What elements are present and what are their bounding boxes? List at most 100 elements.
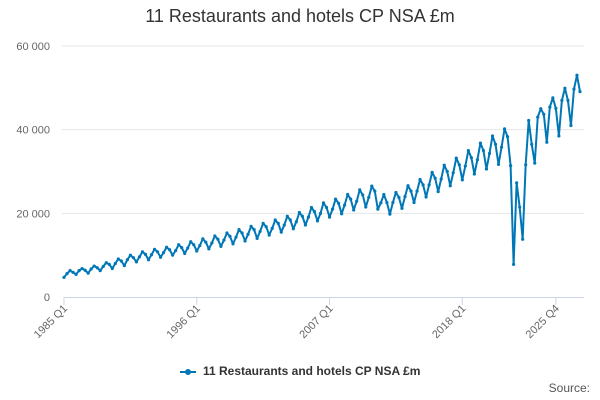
data-point[interactable] [463, 164, 467, 168]
data-point[interactable] [536, 115, 540, 119]
data-point[interactable] [122, 264, 126, 268]
data-point[interactable] [192, 243, 196, 247]
data-point[interactable] [216, 237, 220, 241]
data-point[interactable] [110, 266, 114, 271]
data-point[interactable] [379, 201, 383, 205]
data-point[interactable] [448, 184, 452, 188]
data-point[interactable] [125, 258, 129, 262]
data-point[interactable] [152, 247, 157, 251]
data-point[interactable] [554, 106, 558, 110]
data-point[interactable] [183, 251, 187, 256]
data-point[interactable] [484, 167, 489, 171]
data-point[interactable] [394, 190, 398, 195]
data-point[interactable] [306, 215, 311, 219]
data-point[interactable] [358, 188, 362, 192]
data-point[interactable] [264, 225, 268, 229]
data-point[interactable] [361, 193, 365, 197]
data-point[interactable] [542, 112, 546, 116]
data-point[interactable] [327, 215, 332, 219]
data-point[interactable] [258, 229, 262, 233]
data-point[interactable] [300, 214, 304, 218]
data-point[interactable] [228, 234, 232, 238]
data-point[interactable] [149, 253, 154, 257]
data-point[interactable] [180, 246, 184, 250]
data-point[interactable] [219, 244, 223, 248]
data-point[interactable] [237, 228, 241, 232]
data-point[interactable] [436, 189, 440, 194]
data-point[interactable] [195, 249, 199, 253]
data-point[interactable] [312, 210, 317, 214]
data-point[interactable] [276, 221, 280, 225]
data-point[interactable] [321, 201, 326, 205]
data-point[interactable] [207, 247, 211, 251]
data-point[interactable] [80, 266, 84, 271]
data-point[interactable] [385, 200, 389, 205]
data-point[interactable] [77, 269, 81, 273]
data-point[interactable] [213, 234, 217, 238]
data-point[interactable] [400, 206, 404, 210]
data-point[interactable] [68, 269, 72, 273]
data-point[interactable] [466, 148, 470, 153]
data-point[interactable] [433, 176, 437, 180]
data-point[interactable] [164, 245, 169, 249]
data-point[interactable] [340, 212, 344, 216]
data-point[interactable] [355, 199, 359, 203]
data-point[interactable] [204, 240, 208, 244]
data-point[interactable] [515, 181, 519, 185]
data-point[interactable] [297, 210, 301, 215]
data-point[interactable] [140, 250, 145, 254]
data-point[interactable] [415, 189, 419, 193]
data-point[interactable] [146, 258, 151, 262]
data-point[interactable] [460, 178, 464, 182]
data-point[interactable] [107, 262, 111, 266]
data-point[interactable] [198, 243, 202, 248]
data-point[interactable] [508, 164, 513, 168]
data-point[interactable] [388, 212, 392, 216]
data-point[interactable] [539, 107, 543, 111]
data-point[interactable] [158, 255, 163, 259]
data-point[interactable] [412, 200, 416, 205]
data-point[interactable] [430, 170, 434, 174]
data-point[interactable] [116, 257, 120, 261]
data-point[interactable] [155, 250, 160, 254]
data-point[interactable] [252, 228, 256, 232]
data-point[interactable] [343, 203, 347, 207]
legend[interactable]: 11 Restaurants and hotels CP NSA £m [0, 364, 600, 378]
data-point[interactable] [391, 200, 395, 205]
data-point[interactable] [249, 224, 253, 228]
data-point[interactable] [370, 184, 374, 188]
data-point[interactable] [243, 239, 247, 243]
data-point[interactable] [530, 142, 534, 146]
data-point[interactable] [171, 253, 175, 257]
data-point[interactable] [273, 218, 277, 222]
data-point[interactable] [137, 255, 142, 259]
data-point[interactable] [472, 172, 476, 176]
data-point[interactable] [512, 262, 516, 266]
data-point[interactable] [454, 156, 458, 160]
data-point[interactable] [490, 134, 495, 138]
data-point[interactable] [569, 123, 573, 128]
data-point[interactable] [572, 87, 576, 91]
data-point[interactable] [83, 268, 87, 272]
data-point[interactable] [563, 86, 567, 90]
data-point[interactable] [74, 272, 78, 277]
data-point[interactable] [409, 189, 413, 193]
data-point[interactable] [346, 192, 350, 197]
data-point[interactable] [309, 205, 314, 210]
data-point[interactable] [469, 156, 473, 160]
data-point[interactable] [210, 241, 214, 245]
data-point[interactable] [128, 253, 132, 257]
data-point[interactable] [86, 271, 90, 275]
data-point[interactable] [131, 256, 136, 260]
data-point[interactable] [478, 141, 483, 145]
data-point[interactable] [168, 248, 172, 252]
data-point[interactable] [330, 207, 335, 211]
data-point[interactable] [177, 243, 181, 247]
data-point[interactable] [315, 219, 320, 223]
data-point[interactable] [333, 197, 338, 201]
data-point[interactable] [578, 89, 582, 94]
data-point[interactable] [551, 96, 555, 100]
data-point[interactable] [406, 184, 410, 188]
data-point[interactable] [382, 192, 386, 197]
data-point[interactable] [548, 105, 552, 109]
